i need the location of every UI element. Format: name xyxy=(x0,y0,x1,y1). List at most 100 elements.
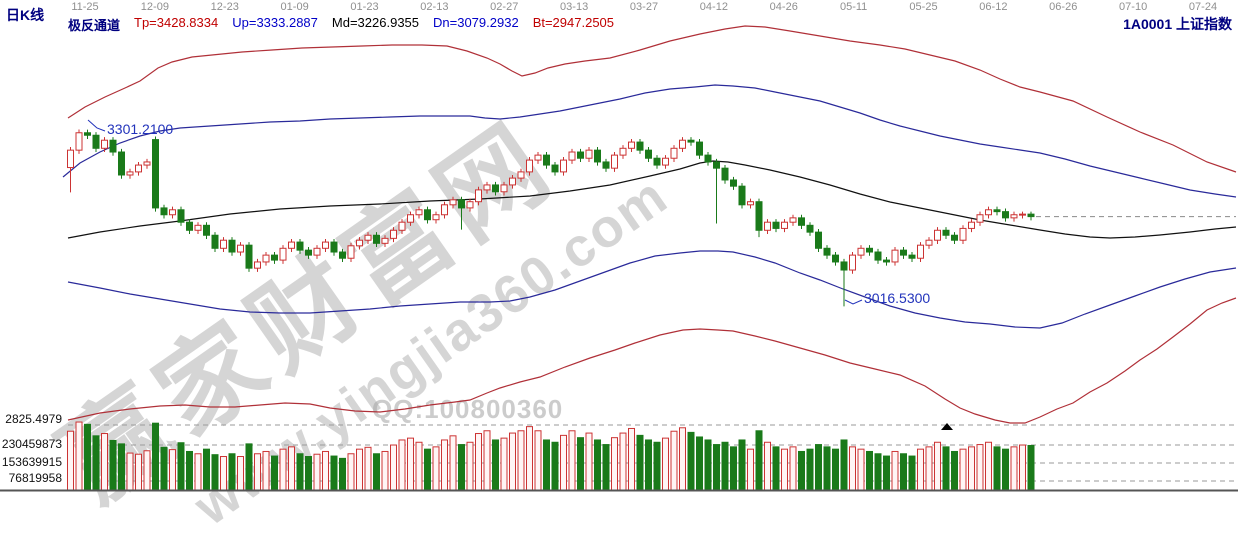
indicator-value-dn: Dn=3079.2932 xyxy=(433,15,519,30)
volume-bar xyxy=(645,439,652,492)
volume-bar xyxy=(883,455,890,492)
candle xyxy=(747,198,754,209)
candle xyxy=(424,206,431,224)
volume-bar xyxy=(135,453,142,492)
volume-bar xyxy=(951,450,958,492)
volume-bar xyxy=(696,436,703,492)
date-label: 05-25 xyxy=(909,1,938,13)
date-label: 07-24 xyxy=(1188,1,1218,13)
date-label: 04-26 xyxy=(769,1,798,13)
volume-bar xyxy=(228,453,236,492)
date-label: 01-09 xyxy=(280,1,309,13)
candle xyxy=(696,138,703,159)
volume-bar xyxy=(109,439,117,492)
candle xyxy=(271,252,278,264)
annotation-high: 3301.2100 xyxy=(107,121,173,137)
volume-axis-label: 230459873 xyxy=(1,437,62,451)
volume-bar xyxy=(968,446,975,492)
candle xyxy=(1019,211,1026,219)
candle xyxy=(840,258,848,307)
candle xyxy=(509,174,516,189)
symbol-label: 1A0001 上证指数 xyxy=(1123,16,1232,32)
volume-bar xyxy=(194,453,202,492)
candle xyxy=(730,176,737,190)
candle xyxy=(628,138,635,153)
volume-bar xyxy=(296,453,304,492)
volume-bar xyxy=(840,439,848,492)
volume-bar xyxy=(475,433,482,492)
volume-bar xyxy=(713,444,720,492)
volume-bar xyxy=(279,448,287,492)
candle xyxy=(466,198,474,212)
volume-bar xyxy=(738,439,746,492)
candle xyxy=(619,145,627,159)
candle xyxy=(951,232,958,244)
candle xyxy=(551,161,559,176)
volume-bar xyxy=(152,422,159,492)
volume-bar xyxy=(313,453,321,492)
candle xyxy=(415,206,423,219)
volume-bar xyxy=(832,448,839,492)
candle xyxy=(687,137,695,146)
volume-bar xyxy=(772,446,780,492)
volume-bar xyxy=(628,427,635,492)
volume-bar xyxy=(424,448,431,492)
volume-bar xyxy=(271,455,278,492)
volume-bar xyxy=(900,453,907,492)
candle xyxy=(517,168,525,182)
volume-bar xyxy=(305,456,312,492)
candle xyxy=(313,245,321,259)
candle xyxy=(755,198,763,238)
volume-bar xyxy=(874,453,882,492)
candle xyxy=(925,237,933,249)
volume-bar xyxy=(976,444,984,492)
volume-bar xyxy=(815,444,822,492)
candle xyxy=(373,232,380,248)
candle xyxy=(118,148,125,179)
volume-bar xyxy=(611,437,618,492)
date-label: 05-11 xyxy=(839,1,868,13)
candle xyxy=(398,219,406,235)
candle xyxy=(169,206,176,219)
candle xyxy=(832,252,839,266)
candle xyxy=(347,242,355,262)
indicator-value-up: Up=3333.2887 xyxy=(232,15,318,30)
candle xyxy=(441,201,448,219)
channel-line-up xyxy=(62,84,1237,198)
volume-bar xyxy=(823,446,831,492)
candle xyxy=(492,181,499,196)
volume-bar xyxy=(543,439,550,492)
volume-bar xyxy=(551,441,559,492)
candle xyxy=(109,137,117,156)
volume-bar xyxy=(849,446,856,492)
candle xyxy=(985,206,992,219)
triangle-marker xyxy=(941,423,953,430)
volume-bar xyxy=(449,435,457,492)
date-label: 03-27 xyxy=(629,1,659,13)
candle xyxy=(203,222,210,239)
volume-bar xyxy=(585,432,593,492)
volume-bar xyxy=(721,441,729,492)
candle xyxy=(602,158,610,172)
volume-bar xyxy=(492,439,499,492)
candle xyxy=(866,245,873,256)
date-label: 01-23 xyxy=(350,1,379,13)
channel-line-dn xyxy=(67,250,1237,329)
candle xyxy=(262,252,270,266)
candle xyxy=(458,196,465,230)
volume-axis-label: 153639915 xyxy=(1,455,62,469)
candle xyxy=(288,238,295,253)
volume-bar xyxy=(101,433,108,492)
tab-daily-kline[interactable]: 日K线 xyxy=(6,7,45,23)
candle xyxy=(135,161,142,176)
candle xyxy=(305,247,312,259)
kline-chart-canvas[interactable]: 3301.2100 3016.5300 xyxy=(0,0,1238,496)
volume-bar xyxy=(407,437,414,492)
volume-bar xyxy=(925,446,933,492)
candle xyxy=(738,183,746,209)
candle xyxy=(296,238,304,254)
candle xyxy=(245,242,253,272)
candle xyxy=(713,158,720,224)
candle xyxy=(152,136,159,212)
